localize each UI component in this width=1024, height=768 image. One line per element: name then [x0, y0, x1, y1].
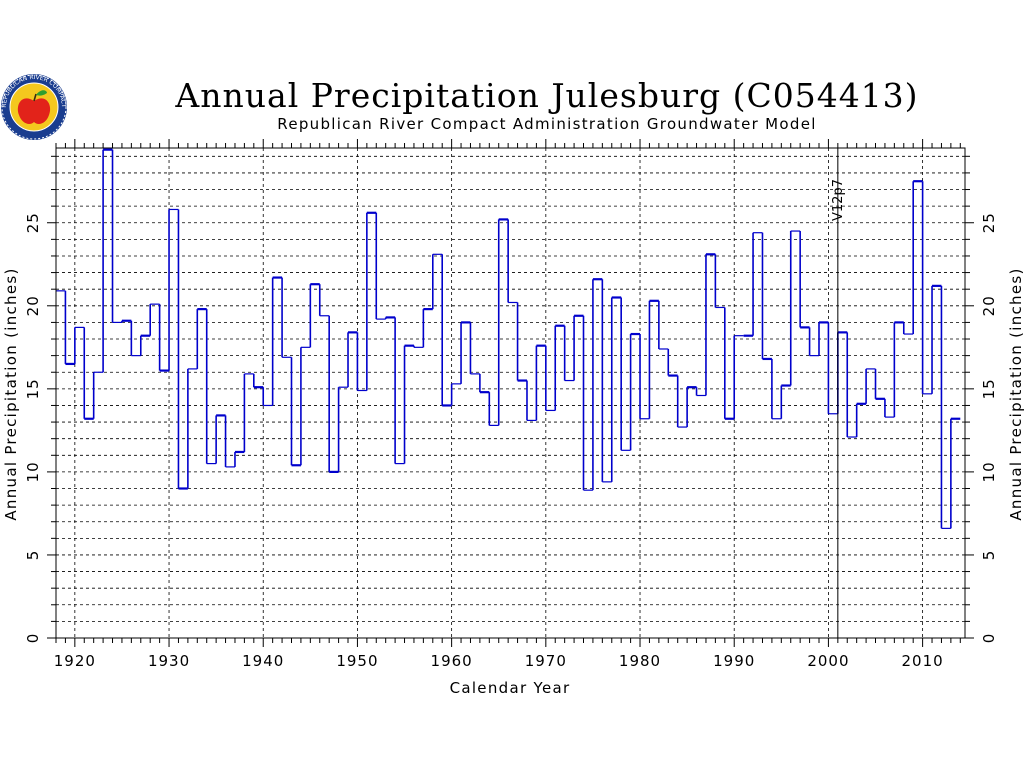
- x-tick-label: 1990: [713, 652, 755, 670]
- chart-subtitle: Republican River Compact Administration …: [277, 115, 816, 133]
- grid: [56, 148, 965, 638]
- apple-icon: [17, 98, 51, 124]
- y-tick-label-left: 10: [24, 461, 42, 482]
- x-tick-label: 1930: [148, 652, 190, 670]
- rrca-seal-logo: REPUBLICAN RIVER COMPACT: [1, 74, 67, 140]
- x-tick-label: 1950: [336, 652, 378, 670]
- y-tick-label-right: 10: [980, 461, 998, 482]
- y-tick-label-right: 25: [980, 212, 998, 233]
- y-axis-label-left: Annual Precipitation (inches): [2, 267, 20, 520]
- x-tick-label: 2010: [902, 652, 944, 670]
- y-tick-label-left: 0: [24, 633, 42, 644]
- marker-label: V12p7: [831, 179, 846, 221]
- tick-layer: 1920 1930 1940 1950 1960 1970 1980 1990 2000 2010…: [24, 139, 998, 670]
- series-layer: [56, 148, 961, 529]
- x-tick-label: 2000: [807, 652, 849, 670]
- y-axis-label-right: Annual Precipitation (inches): [1007, 267, 1024, 520]
- x-tick-label: 1920: [54, 652, 96, 670]
- leaf-icon: [36, 90, 47, 96]
- y-tick-label-left: 25: [24, 212, 42, 233]
- y-tick-label-left: 20: [24, 295, 42, 316]
- y-tick-label-left: 15: [24, 378, 42, 399]
- x-tick-label: 1980: [619, 652, 661, 670]
- y-tick-label-right: 15: [980, 378, 998, 399]
- marker-layer: V12p7: [831, 148, 846, 638]
- y-tick-label-right: 0: [980, 633, 998, 644]
- y-tick-label-right: 20: [980, 295, 998, 316]
- plot-frame: [55, 147, 966, 639]
- x-axis-label: Calendar Year: [450, 679, 571, 697]
- x-tick-label: 1970: [525, 652, 567, 670]
- y-tick-label-right: 5: [980, 550, 998, 561]
- x-tick-label: 1960: [431, 652, 473, 670]
- x-tick-label: 1940: [242, 652, 284, 670]
- chart-title: Annual Precipitation Julesburg (C054413): [174, 76, 918, 115]
- y-tick-label-left: 5: [24, 550, 42, 561]
